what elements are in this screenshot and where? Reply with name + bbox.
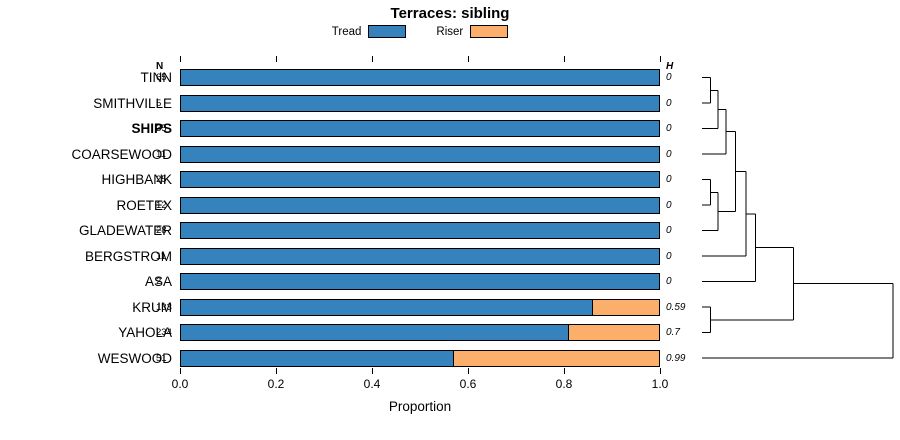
x-tick-bottom <box>468 368 469 374</box>
bar-tread-segment <box>180 349 454 367</box>
bar-row <box>180 196 660 214</box>
legend-item-riser: Riser <box>436 25 509 38</box>
legend-label-tread: Tread <box>331 25 362 38</box>
bar-tread-segment <box>180 145 660 163</box>
h-value: 0 <box>666 97 672 109</box>
bar-row <box>180 120 660 137</box>
n-value: 51 <box>156 352 167 364</box>
h-value: 0.99 <box>666 352 686 364</box>
bar-row <box>180 69 660 86</box>
x-tick-top <box>372 56 373 62</box>
x-tick-label: 0.4 <box>363 377 381 391</box>
h-value: 0.7 <box>666 327 680 338</box>
n-value: 5 <box>156 97 162 109</box>
row-label: TINN <box>140 70 173 85</box>
row-label: HIGHBANK <box>101 172 172 187</box>
row-label: SMITHVILLE <box>93 95 172 111</box>
n-value: 12 <box>156 199 167 211</box>
x-tick-top <box>276 56 277 62</box>
x-axis-label: Proportion <box>388 399 452 414</box>
x-tick-label: 1.0 <box>651 377 669 391</box>
row-label: GLADEWATER <box>78 223 172 238</box>
bar-riser-segment <box>454 349 660 367</box>
x-tick-bottom <box>180 368 181 374</box>
n-value: 28 <box>156 225 167 236</box>
n-value: 65 <box>156 72 167 83</box>
bar-row <box>180 273 660 290</box>
n-value: 11 <box>156 148 166 160</box>
x-tick-bottom <box>276 368 277 374</box>
bar-row <box>180 247 660 265</box>
h-value: 0 <box>666 72 672 83</box>
bar-tread-segment <box>180 247 660 265</box>
bar-tread-segment <box>180 69 660 86</box>
riser-color-swatch <box>470 25 509 38</box>
row-label: ASA <box>144 274 172 289</box>
n-value: 35 <box>156 123 167 134</box>
n-value: 11 <box>156 250 166 262</box>
h-value: 0.59 <box>666 301 686 313</box>
x-tick-label: 0.2 <box>267 377 285 391</box>
x-tick-top <box>180 56 181 62</box>
x-tick-label: 0.0 <box>171 377 189 391</box>
legend-item-tread: Tread <box>332 25 407 38</box>
row-label: YAHOLA <box>118 325 172 340</box>
x-tick-label: 0.8 <box>555 377 573 391</box>
legend: Tread Riser <box>30 25 810 38</box>
n-value: 234 <box>156 327 172 338</box>
h-value: 0 <box>666 174 672 185</box>
bar-row <box>180 171 660 188</box>
bar-tread-segment <box>180 222 660 239</box>
bar-row <box>180 222 660 239</box>
h-value: 0 <box>666 276 672 287</box>
x-tick-label: 0.6 <box>459 377 477 391</box>
bar-tread-segment <box>180 324 569 341</box>
tread-color-swatch <box>368 25 407 38</box>
row-label: COARSEWOOD <box>71 146 172 162</box>
bar-riser-segment <box>569 324 660 341</box>
h-value: 0 <box>666 148 672 160</box>
bar-tread-segment <box>180 196 660 214</box>
bar-row <box>180 298 660 316</box>
bar-tread-segment <box>180 120 660 137</box>
x-tick-bottom <box>564 368 565 374</box>
n-value: 25 <box>156 174 167 185</box>
row-label: SHIPS <box>131 121 172 136</box>
row-label: WESWOOD <box>97 350 172 366</box>
n-value: 2 <box>156 276 162 287</box>
h-column-header: H <box>666 61 674 72</box>
h-value: 0 <box>666 199 672 211</box>
bar-row <box>180 145 660 163</box>
bar-row <box>180 324 660 341</box>
n-column-header: N <box>156 61 164 72</box>
bar-tread-segment <box>180 298 593 316</box>
row-label: KRUM <box>132 299 172 315</box>
x-tick-top <box>660 56 661 62</box>
chart-title: Terraces: sibling <box>390 5 510 22</box>
legend-label-riser: Riser <box>436 25 464 38</box>
bar-row <box>180 349 660 367</box>
row-label: ROETEX <box>116 197 172 213</box>
h-value: 0 <box>666 123 672 134</box>
x-tick-bottom <box>372 368 373 374</box>
x-tick-bottom <box>660 368 661 374</box>
n-value: 133 <box>156 301 172 313</box>
bar-riser-segment <box>593 298 660 316</box>
x-tick-top <box>564 56 565 62</box>
h-value: 0 <box>666 250 672 262</box>
row-label: BERGSTROM <box>84 248 172 264</box>
h-value: 0 <box>666 225 672 236</box>
bar-row <box>180 94 660 112</box>
x-tick-top <box>468 56 469 62</box>
bar-tread-segment <box>180 94 660 112</box>
bar-tread-segment <box>180 171 660 188</box>
bar-tread-segment <box>180 273 660 290</box>
